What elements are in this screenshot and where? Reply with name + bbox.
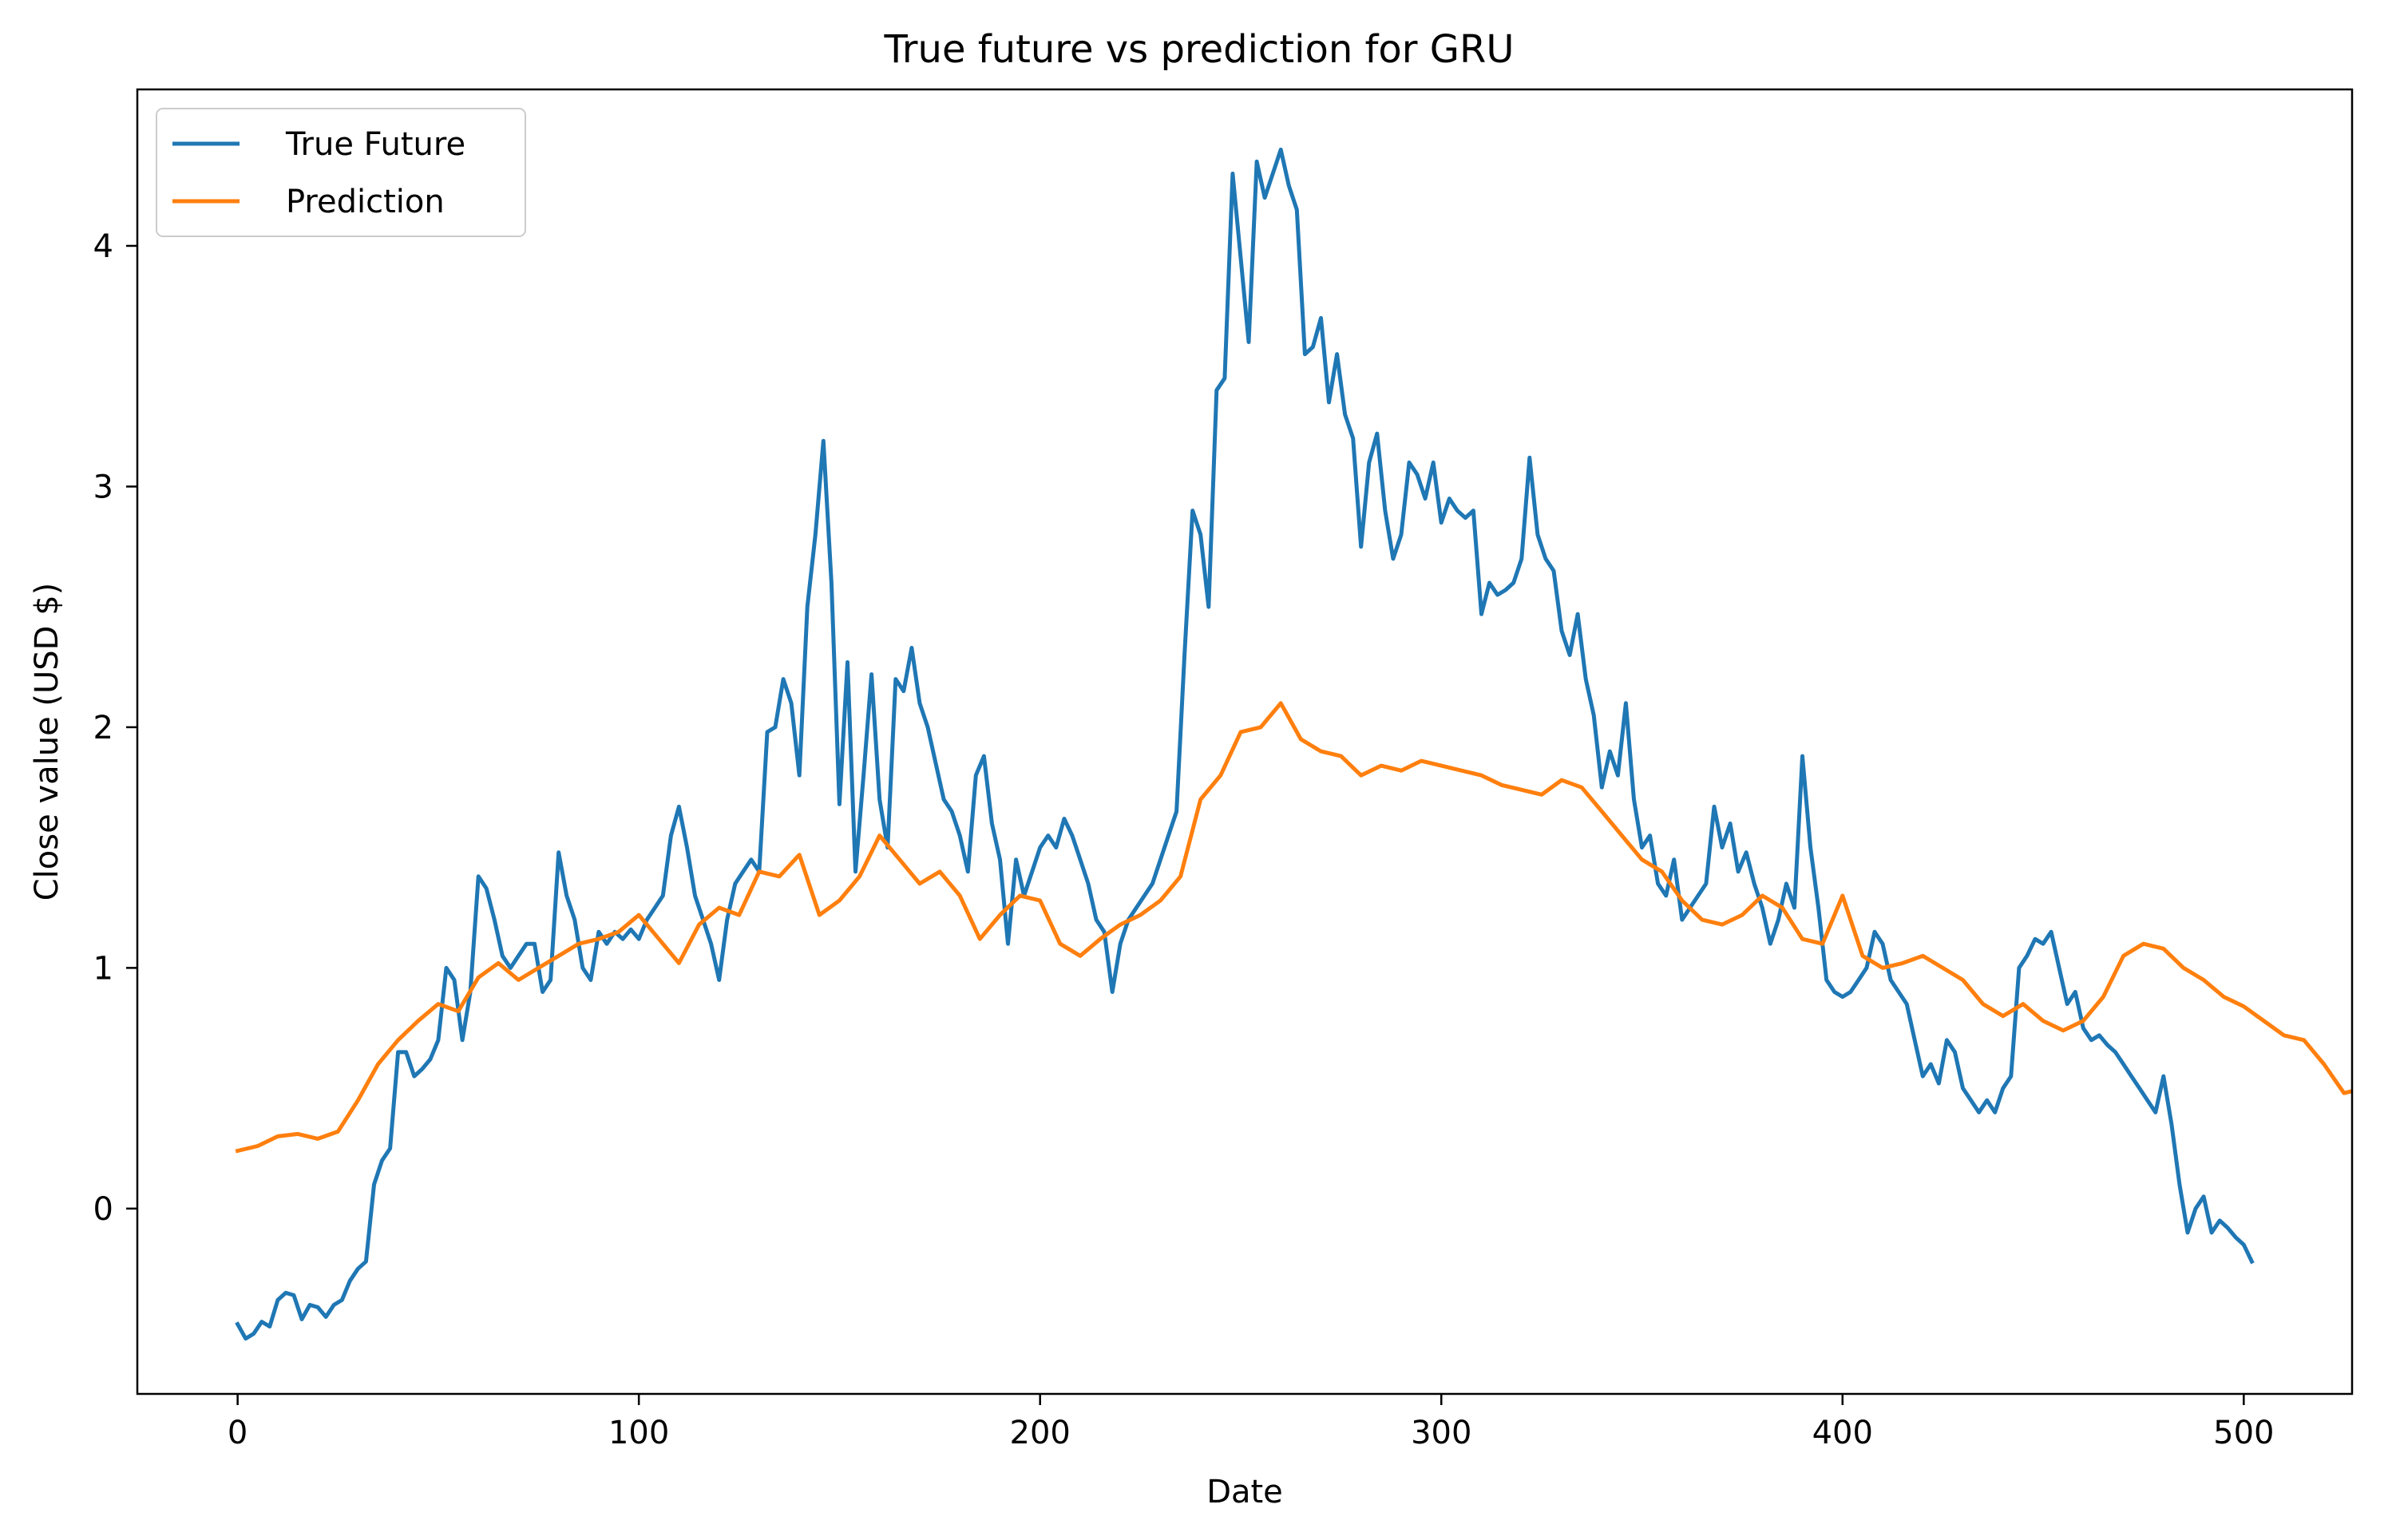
y-tick-label: 0	[93, 1191, 113, 1228]
x-axis-title: Date	[1206, 1474, 1283, 1510]
y-axis: 0 1 2 3 4	[93, 228, 137, 1228]
x-tick-label: 200	[1010, 1415, 1071, 1451]
y-tick-label: 3	[93, 469, 113, 505]
y-axis-title: Close value (USD $)	[29, 583, 65, 901]
plot-frame	[136, 88, 2354, 1396]
x-tick-label: 0	[228, 1415, 248, 1451]
legend-label-prediction: Prediction	[286, 184, 445, 220]
chart-title: True future vs prediction for GRU	[884, 27, 1515, 72]
legend-label-true-future: True Future	[285, 126, 465, 163]
x-tick-label: 400	[1812, 1415, 1873, 1451]
x-tick-label: 300	[1411, 1415, 1471, 1451]
x-tick-label: 100	[608, 1415, 669, 1451]
x-axis: 0 100 200 300 400 500	[228, 1394, 2274, 1451]
series-line-true-future	[235, 147, 2255, 1341]
x-tick-label: 500	[2213, 1415, 2274, 1451]
legend: True Future Prediction	[156, 108, 526, 237]
plot-area	[235, 147, 2352, 1341]
y-tick-label: 4	[93, 228, 113, 265]
legend-box	[156, 108, 526, 237]
y-tick-label: 2	[93, 710, 113, 746]
series-line-prediction	[235, 701, 2352, 1154]
series-layer	[235, 147, 2352, 1341]
y-tick-label: 1	[93, 950, 113, 987]
